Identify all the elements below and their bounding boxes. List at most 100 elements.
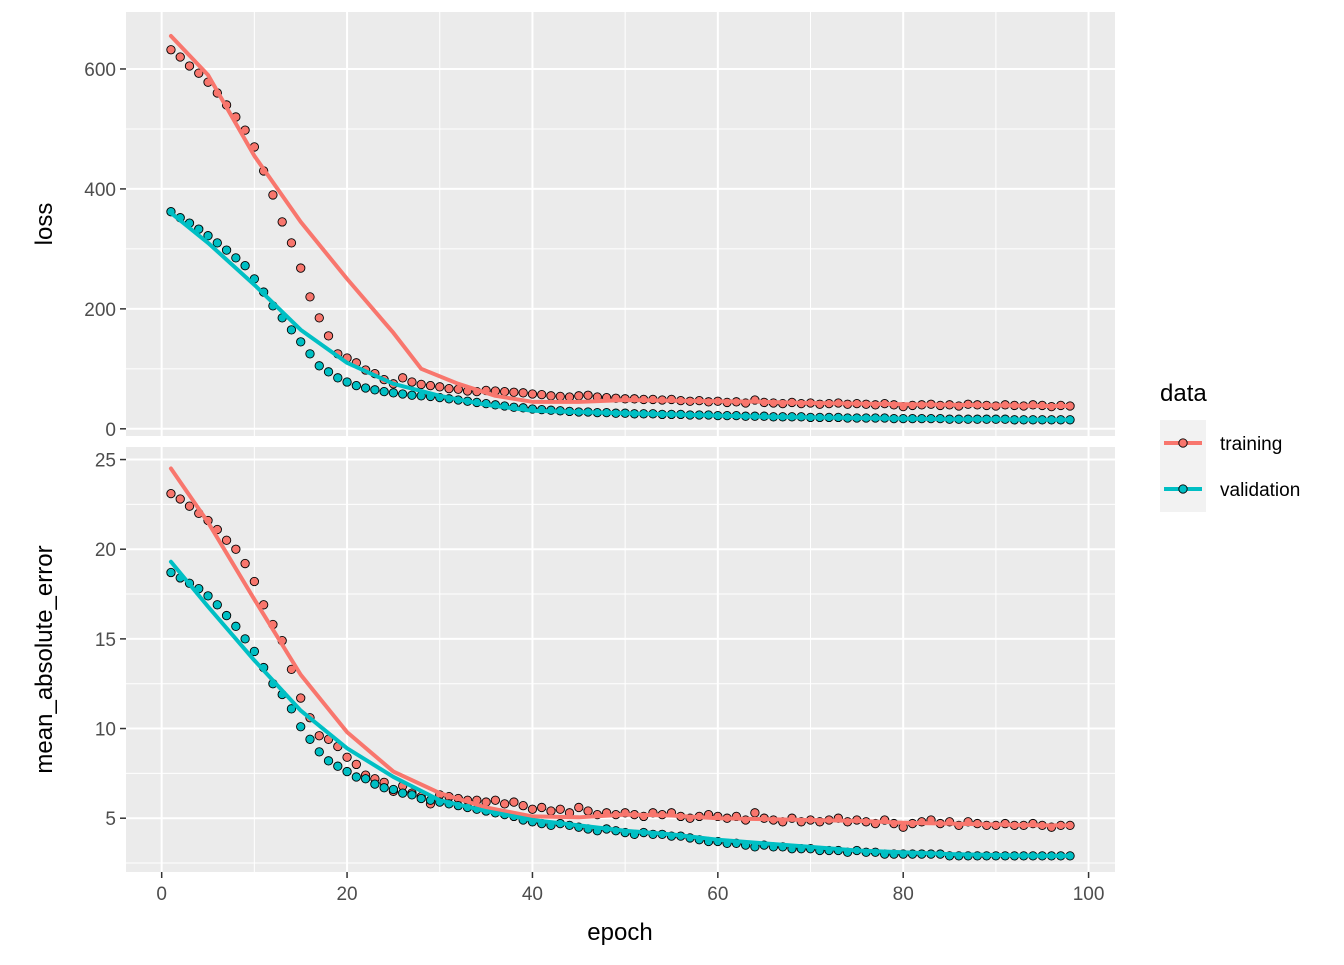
data-point [360, 774, 371, 784]
data-point [407, 377, 417, 387]
y-tick-label: 200 [84, 300, 116, 321]
data-point [314, 731, 324, 741]
panel-background [126, 447, 1115, 872]
data-point [249, 576, 260, 587]
smooth-line-validation [168, 559, 1073, 858]
data-point [231, 621, 241, 631]
data-point [518, 388, 528, 398]
data-point [379, 386, 389, 397]
data-point [212, 600, 222, 610]
data-point [342, 752, 352, 762]
data-point [296, 693, 306, 703]
data-point [203, 591, 213, 601]
data-point [351, 759, 361, 770]
legend: data training validation [1160, 380, 1300, 512]
x-tick-label: 80 [893, 884, 914, 905]
data-point [286, 238, 297, 248]
data-point [194, 68, 204, 78]
data-point [175, 494, 185, 504]
data-point [314, 313, 324, 323]
smooth-line-training [168, 466, 1073, 828]
y-tick-label: 0 [105, 420, 116, 441]
data-point [203, 231, 213, 241]
legend-label: training [1220, 434, 1282, 455]
data-point [546, 806, 556, 816]
data-point [490, 795, 501, 805]
data-point [166, 488, 176, 499]
data-point [370, 385, 380, 395]
data-point [296, 337, 306, 347]
data-point [249, 646, 260, 657]
data-point [296, 722, 306, 732]
x-tick-label: 0 [156, 884, 167, 905]
data-point [184, 61, 195, 71]
x-tick-label: 20 [336, 884, 357, 905]
data-point [750, 808, 760, 818]
data-point [388, 784, 399, 795]
data-point [499, 799, 510, 809]
data-point [342, 766, 352, 777]
data-point [212, 238, 222, 248]
data-point [416, 793, 426, 804]
data-point [518, 800, 528, 811]
data-point [323, 331, 334, 341]
data-point [277, 217, 287, 227]
data-point [166, 45, 176, 55]
data-point [398, 373, 408, 383]
data-point [583, 806, 593, 816]
data-point [166, 567, 176, 578]
data-point [416, 379, 426, 390]
x-tick-label: 40 [522, 884, 543, 905]
data-point [435, 382, 445, 392]
y-tick-label: 20 [95, 540, 116, 561]
y-axis-title: mean_absolute_error [31, 545, 58, 773]
data-point [231, 253, 241, 263]
data-point [370, 779, 380, 789]
y-tick-label: 5 [105, 809, 116, 830]
data-point [240, 261, 250, 271]
data-point [268, 190, 278, 200]
data-point [360, 383, 371, 393]
data-point [407, 390, 417, 400]
data-point [342, 377, 352, 387]
panel-mean_absolute_error: 5 10 15 20 25 mean_absolute_error [31, 447, 1115, 872]
data-point [555, 391, 565, 402]
data-point [333, 761, 343, 771]
data-point [444, 383, 454, 394]
data-point [407, 790, 417, 800]
data-point [240, 558, 250, 569]
data-point [221, 245, 232, 255]
panels: 0 200 400 600 loss 5 10 15 20 25 mean_absolute_err… [31, 12, 1115, 872]
data-point [231, 544, 241, 554]
data-point [305, 292, 315, 302]
data-point [425, 380, 436, 391]
y-tick-label: 25 [95, 451, 116, 472]
data-point [314, 747, 324, 757]
y-tick-label: 400 [84, 180, 116, 201]
data-point [546, 391, 556, 401]
legend-title: data [1160, 380, 1207, 407]
data-point [314, 361, 324, 371]
data-point [240, 634, 250, 644]
x-tick-label: 100 [1073, 884, 1105, 905]
data-point [555, 804, 565, 814]
panel-background [126, 12, 1115, 436]
data-point [351, 772, 361, 782]
x-axis: 0 20 40 60 80 100 [156, 872, 1104, 905]
data-point [499, 386, 510, 397]
data-point [286, 704, 297, 714]
data-point [388, 388, 399, 398]
y-tick-label: 600 [84, 60, 116, 81]
data-point [527, 389, 538, 399]
legend-key-point [1178, 484, 1188, 494]
data-point [221, 535, 232, 545]
data-point [527, 804, 538, 814]
data-point [379, 783, 389, 793]
data-point [296, 263, 306, 273]
data-point [184, 501, 195, 511]
x-axis-title: epoch [587, 919, 652, 946]
data-point [537, 389, 547, 400]
data-point [398, 788, 408, 798]
